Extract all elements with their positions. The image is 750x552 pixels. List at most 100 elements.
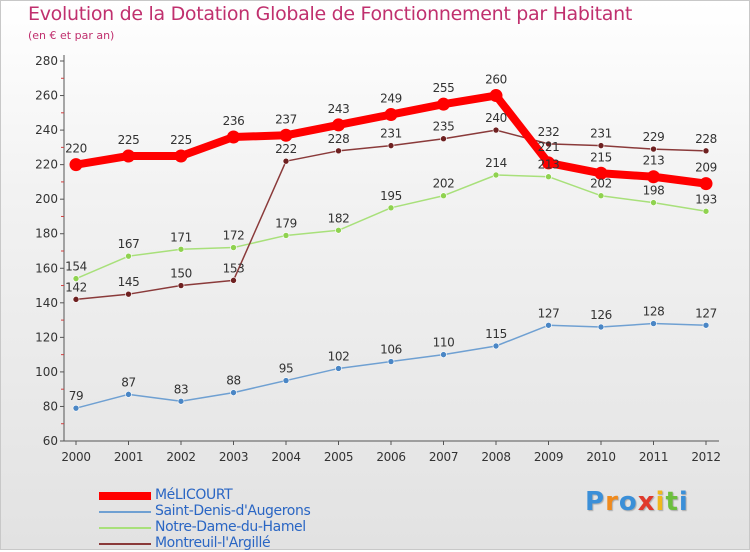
data-label: 167: [118, 237, 140, 251]
x-tick-label: 2006: [376, 450, 405, 464]
data-label: 182: [328, 211, 350, 225]
data-label: 142: [65, 280, 87, 294]
x-tick-label: 2003: [219, 450, 248, 464]
data-labels: 220 225 225 236 237 243 249 255 260 221 215 213 209 7…: [65, 73, 717, 404]
data-label: 150: [170, 267, 192, 281]
x-tick-label: 2005: [324, 450, 353, 464]
x-tick-label: 2001: [114, 450, 143, 464]
y-tick-label: 80: [43, 399, 58, 413]
y-tick-label: 100: [35, 365, 58, 379]
x-tick-label: 2000: [61, 450, 90, 464]
logo-letter: r: [605, 487, 619, 517]
logo-letter: P: [585, 487, 606, 517]
logo-letter: o: [618, 487, 638, 517]
series-line-1: [75, 322, 707, 409]
data-label: 228: [328, 132, 350, 146]
series-point-1: [597, 323, 605, 331]
chart-title: Evolution de la Dotation Globale de Fonc…: [28, 3, 633, 25]
data-label: 172: [223, 229, 245, 243]
legend-swatch: [99, 511, 151, 513]
logo-letter: i: [655, 487, 666, 517]
data-label: 202: [590, 177, 612, 191]
series-point-2: [597, 192, 605, 200]
x-tick-label: 2010: [586, 450, 615, 464]
data-label: 102: [328, 349, 350, 363]
series-point-0: [594, 166, 608, 180]
series-point-0: [489, 89, 503, 103]
series-point-2: [702, 207, 710, 215]
y-tick-label: 280: [35, 54, 58, 68]
logo-letter: x: [637, 487, 656, 517]
series-lines: [69, 89, 713, 412]
series-point-2: [440, 192, 447, 200]
series-point-2: [545, 173, 552, 181]
data-label: 260: [485, 73, 507, 87]
data-label: 88: [226, 374, 240, 388]
series-point-0: [122, 149, 135, 163]
data-label: 215: [590, 150, 612, 164]
series-point-0: [227, 130, 240, 144]
x-tick-label: 2012: [691, 450, 720, 464]
data-label: 209: [695, 161, 717, 175]
data-label: 195: [380, 189, 402, 203]
data-label: 110: [433, 336, 455, 350]
series-point-2: [230, 244, 237, 251]
logo-letter: t: [665, 487, 679, 517]
data-label: 229: [643, 130, 665, 144]
series-point-1: [335, 365, 342, 372]
data-label: 79: [69, 389, 83, 403]
data-label: 115: [485, 327, 507, 341]
data-label: 95: [279, 362, 293, 376]
data-label: 127: [538, 306, 560, 320]
data-label: 171: [170, 230, 192, 244]
data-label: 154: [65, 260, 87, 274]
series-point-1: [492, 342, 500, 350]
series-point-1: [702, 321, 710, 329]
series-point-0: [174, 149, 188, 163]
legend-swatch: [99, 492, 151, 500]
series-point-1: [440, 351, 447, 358]
x-tick-label: 2008: [481, 450, 510, 464]
legend-label: Montreuil-l'Argillé: [155, 535, 271, 551]
series-point-1: [177, 397, 185, 405]
data-label: 225: [170, 133, 192, 147]
data-label: 213: [643, 154, 665, 168]
legend-label: MéLICOURT: [155, 487, 233, 503]
data-label: 243: [328, 102, 350, 116]
data-label: 220: [65, 142, 87, 156]
data-label: 153: [223, 261, 245, 275]
series-point-1: [387, 358, 395, 365]
series-point-0: [542, 156, 555, 170]
data-label: 179: [275, 216, 297, 230]
series-point-0: [647, 170, 660, 184]
y-tick-label: 60: [43, 434, 58, 448]
series-point-3: [545, 140, 552, 148]
data-label: 228: [695, 132, 717, 146]
series-point-2: [177, 245, 185, 253]
series-point-3: [177, 282, 185, 289]
data-label: 83: [174, 382, 188, 396]
y-tick-label: 160: [35, 261, 58, 275]
x-tick-label: 2007: [429, 450, 458, 464]
series-point-1: [545, 321, 552, 329]
series-point-3: [650, 145, 657, 153]
y-tick-label: 220: [35, 158, 58, 172]
series-point-3: [597, 142, 605, 149]
y-tick-label: 140: [35, 296, 58, 310]
data-label: 222: [275, 142, 297, 156]
proxiti-logo: Proxiti: [585, 487, 689, 517]
data-label: 214: [485, 156, 507, 170]
data-label: 145: [118, 275, 140, 289]
data-label: 127: [695, 306, 717, 320]
y-tick-label: 200: [35, 192, 58, 206]
series-point-3: [335, 147, 342, 155]
series-point-3: [230, 277, 237, 284]
series-point-0: [699, 177, 713, 191]
series-point-0: [384, 108, 398, 122]
data-label: 237: [275, 112, 297, 126]
series-point-1: [282, 377, 290, 384]
series-point-3: [440, 135, 447, 143]
series-point-0: [437, 97, 450, 111]
